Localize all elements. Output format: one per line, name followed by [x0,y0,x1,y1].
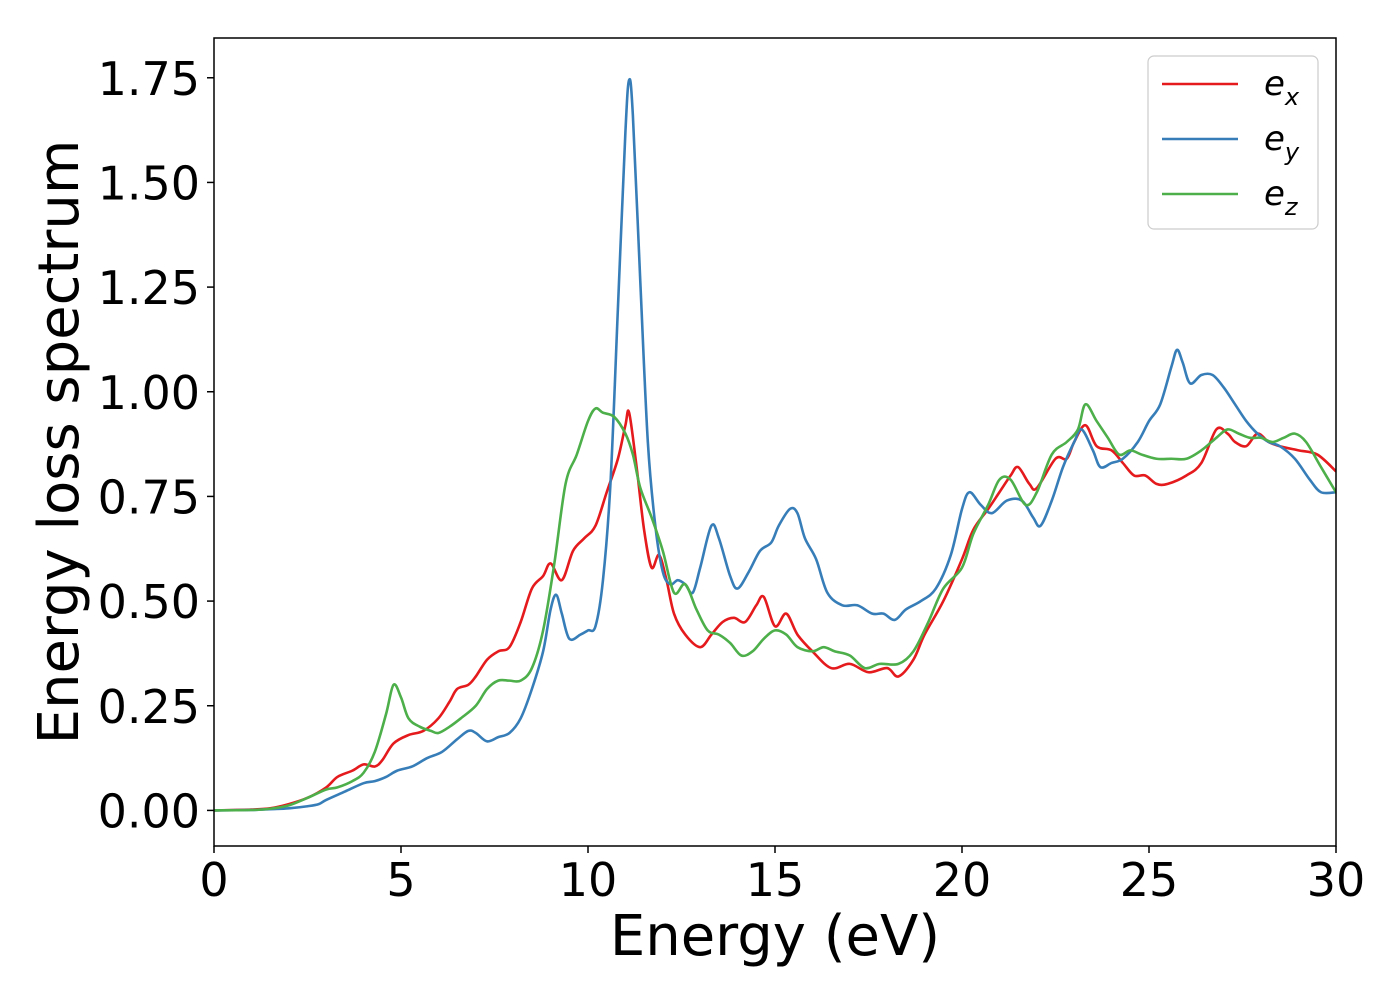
y-axis-label: Energy loss spectrum [27,140,92,745]
x-tick-label: 15 [746,853,805,907]
y-tick-label: 0.75 [98,470,200,524]
y-tick-label: 0.00 [98,784,200,838]
y-tick-label: 1.75 [98,52,200,106]
y-tick-label: 0.25 [98,680,200,734]
x-tick-label: 10 [559,853,618,907]
x-tick-label: 5 [386,853,415,907]
y-tick-label: 1.50 [98,156,200,210]
series-line-ez [214,403,1336,812]
series-layer [214,77,1336,812]
y-tick-label: 1.00 [98,366,200,420]
series-line-ey [214,77,1336,812]
legend: ex ey ez [1147,55,1319,230]
legend-label-ey: ey [1264,119,1300,166]
x-axis-label: Energy (eV) [610,904,940,969]
legend-label-ex: ex [1264,64,1300,111]
legend-label-ez: ez [1264,174,1299,221]
y-tick-label: 1.25 [98,261,200,315]
x-tick-label: 20 [933,853,992,907]
x-tick-label: 0 [199,853,228,907]
x-tick-label: 25 [1120,853,1179,907]
x-tick-label: 30 [1307,853,1366,907]
legend-box [1147,55,1319,230]
y-tick-label: 0.50 [98,575,200,629]
x-axis-ticks: 0 5 10 15 20 25 30 [199,846,1365,907]
y-axis-ticks: 0.00 0.25 0.50 0.75 1.00 1.25 1.50 1.75 [98,52,214,838]
series-line-ex [214,409,1336,812]
